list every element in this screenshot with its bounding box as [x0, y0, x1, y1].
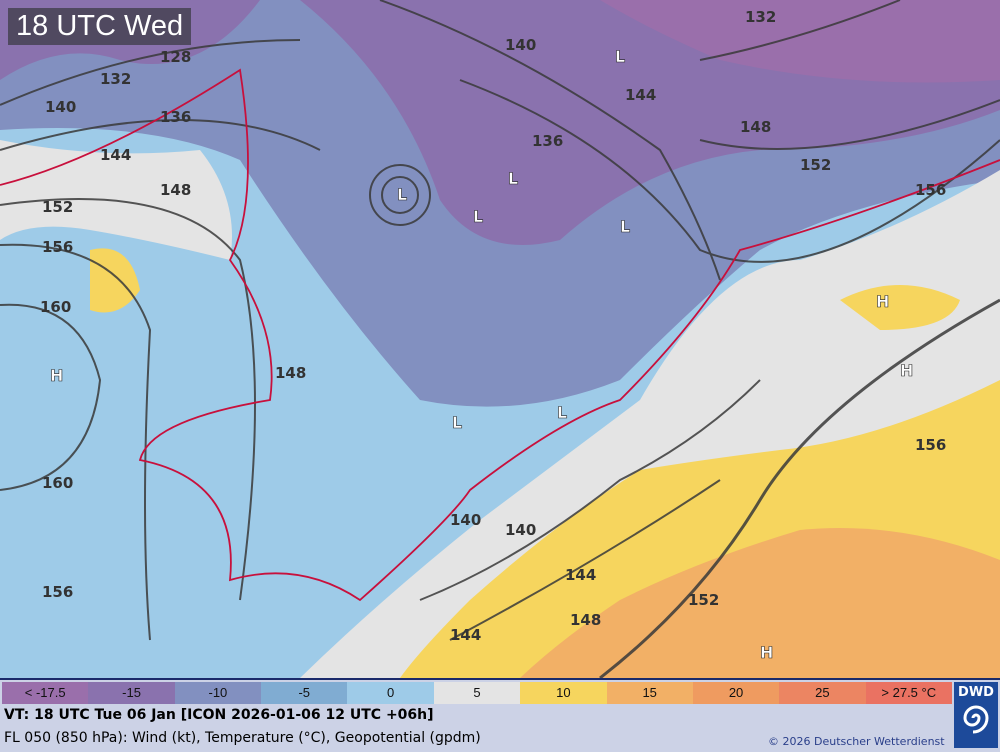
temperature-colorbar: < -17.5 -15 -10 -5 0 5 10 15 20 25 > 27.5 °C — [2, 682, 952, 704]
contour-label: 144 — [100, 146, 131, 164]
low-pressure-marker: L — [615, 47, 625, 66]
contour-label: 152 — [800, 156, 831, 174]
colorbar-bin: < -17.5 — [2, 682, 89, 704]
contour-label: 132 — [100, 70, 131, 88]
contour-label: 156 — [42, 238, 73, 256]
colorbar-bin: 5 — [433, 682, 521, 704]
high-pressure-marker: H — [876, 292, 889, 311]
low-pressure-marker: L — [473, 207, 483, 226]
dwd-logo: DWD — [954, 682, 998, 748]
low-pressure-marker: L — [452, 413, 462, 432]
colorbar-bin: -10 — [174, 682, 262, 704]
contour-label: 132 — [745, 8, 776, 26]
contour-label: 148 — [570, 611, 601, 629]
contour-label: 140 — [505, 36, 536, 54]
contour-label: 156 — [915, 181, 946, 199]
copyright: © 2026 Deutscher Wetterdienst — [768, 735, 945, 748]
contour-label: 136 — [160, 108, 191, 126]
contour-label: 148 — [740, 118, 771, 136]
zero-degree-isotherm — [0, 68, 1000, 602]
high-pressure-marker: H — [50, 366, 63, 385]
low-pressure-marker: L — [620, 217, 630, 236]
contour-label: 148 — [160, 181, 191, 199]
contour-label: 144 — [565, 566, 596, 584]
colorbar-bin: -5 — [261, 682, 348, 704]
weather-map: 128 132 140 136 144 148 152 156 160 160 … — [0, 0, 1000, 678]
contour-label: 128 — [160, 48, 191, 66]
contour-label: 160 — [42, 474, 73, 492]
contour-label: 148 — [275, 364, 306, 382]
level-description: FL 050 (850 hPa): Wind (kt), Temperature… — [4, 730, 481, 746]
contour-label: 144 — [450, 626, 481, 644]
low-pressure-marker: L — [557, 403, 567, 422]
contour-label: 144 — [625, 86, 656, 104]
geopotential-contours — [0, 0, 1000, 678]
high-pressure-marker: H — [760, 643, 773, 662]
contour-label: 152 — [688, 591, 719, 609]
colorbar-bin: 25 — [779, 682, 866, 704]
high-pressure-marker: H — [900, 361, 913, 380]
colorbar-bin: -15 — [88, 682, 175, 704]
contour-label: 156 — [915, 436, 946, 454]
contour-label: 160 — [40, 298, 71, 316]
spiral-icon — [963, 705, 989, 734]
contour-label: 140 — [505, 521, 536, 539]
low-pressure-marker: L — [397, 185, 407, 204]
low-pressure-marker: L — [508, 169, 518, 188]
colorbar-bin: 0 — [347, 682, 434, 704]
legend-footer: < -17.5 -15 -10 -5 0 5 10 15 20 25 > 27.5 °C VT: 1… — [0, 678, 1000, 752]
valid-time: VT: 18 UTC Tue 06 Jan [ICON 2026-01-06 1… — [4, 707, 434, 723]
contour-label: 156 — [42, 583, 73, 601]
colorbar-bin: 20 — [692, 682, 780, 704]
colorbar-bin: > 27.5 °C — [865, 682, 952, 704]
contour-label: 140 — [450, 511, 481, 529]
forecast-time-title: 18 UTC Wed — [8, 8, 192, 45]
colorbar-bin: 15 — [606, 682, 693, 704]
contour-label: 136 — [532, 132, 563, 150]
colorbar-bin: 10 — [520, 682, 607, 704]
contour-label: 152 — [42, 198, 73, 216]
contour-label: 140 — [45, 98, 76, 116]
